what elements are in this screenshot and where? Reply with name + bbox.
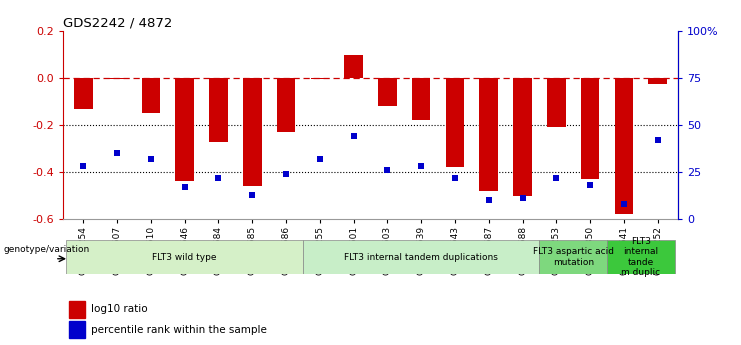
- Bar: [614, 78, 634, 214]
- Bar: [581, 78, 599, 179]
- Point: [348, 134, 359, 139]
- Point: [551, 175, 562, 180]
- Point: [652, 137, 664, 143]
- Text: genotype/variation: genotype/variation: [4, 245, 90, 254]
- Point: [415, 164, 427, 169]
- Text: FLT3 wild type: FLT3 wild type: [153, 253, 217, 262]
- Bar: [607, 240, 674, 274]
- Point: [483, 197, 495, 203]
- Bar: [303, 240, 539, 274]
- Bar: [209, 78, 227, 141]
- Bar: [648, 78, 667, 84]
- Point: [111, 150, 123, 156]
- Bar: [345, 55, 363, 78]
- Point: [145, 156, 157, 162]
- Point: [179, 184, 190, 190]
- Point: [584, 183, 596, 188]
- Bar: [69, 321, 84, 338]
- Bar: [310, 78, 329, 79]
- Text: FLT3
internal
tande
m duplic: FLT3 internal tande m duplic: [621, 237, 660, 277]
- Text: FLT3 internal tandem duplications: FLT3 internal tandem duplications: [345, 253, 498, 262]
- Text: GDS2242 / 4872: GDS2242 / 4872: [63, 17, 173, 30]
- Text: percentile rank within the sample: percentile rank within the sample: [90, 325, 267, 335]
- Point: [246, 192, 258, 197]
- Point: [382, 167, 393, 173]
- Point: [280, 171, 292, 177]
- Bar: [243, 78, 262, 186]
- Bar: [74, 78, 93, 109]
- Point: [449, 175, 461, 180]
- Bar: [412, 78, 431, 120]
- Bar: [514, 78, 532, 196]
- Point: [213, 175, 225, 180]
- Bar: [67, 240, 303, 274]
- Bar: [276, 78, 296, 132]
- Bar: [107, 78, 127, 79]
- Bar: [539, 240, 607, 274]
- Bar: [479, 78, 498, 191]
- Bar: [69, 301, 84, 318]
- Bar: [547, 78, 565, 127]
- Point: [618, 201, 630, 207]
- Bar: [378, 78, 396, 106]
- Bar: [142, 78, 160, 113]
- Point: [314, 156, 326, 162]
- Point: [516, 196, 528, 201]
- Point: [77, 164, 89, 169]
- Bar: [176, 78, 194, 181]
- Text: FLT3 aspartic acid
mutation: FLT3 aspartic acid mutation: [533, 247, 614, 267]
- Text: log10 ratio: log10 ratio: [90, 304, 147, 314]
- Bar: [445, 78, 465, 167]
